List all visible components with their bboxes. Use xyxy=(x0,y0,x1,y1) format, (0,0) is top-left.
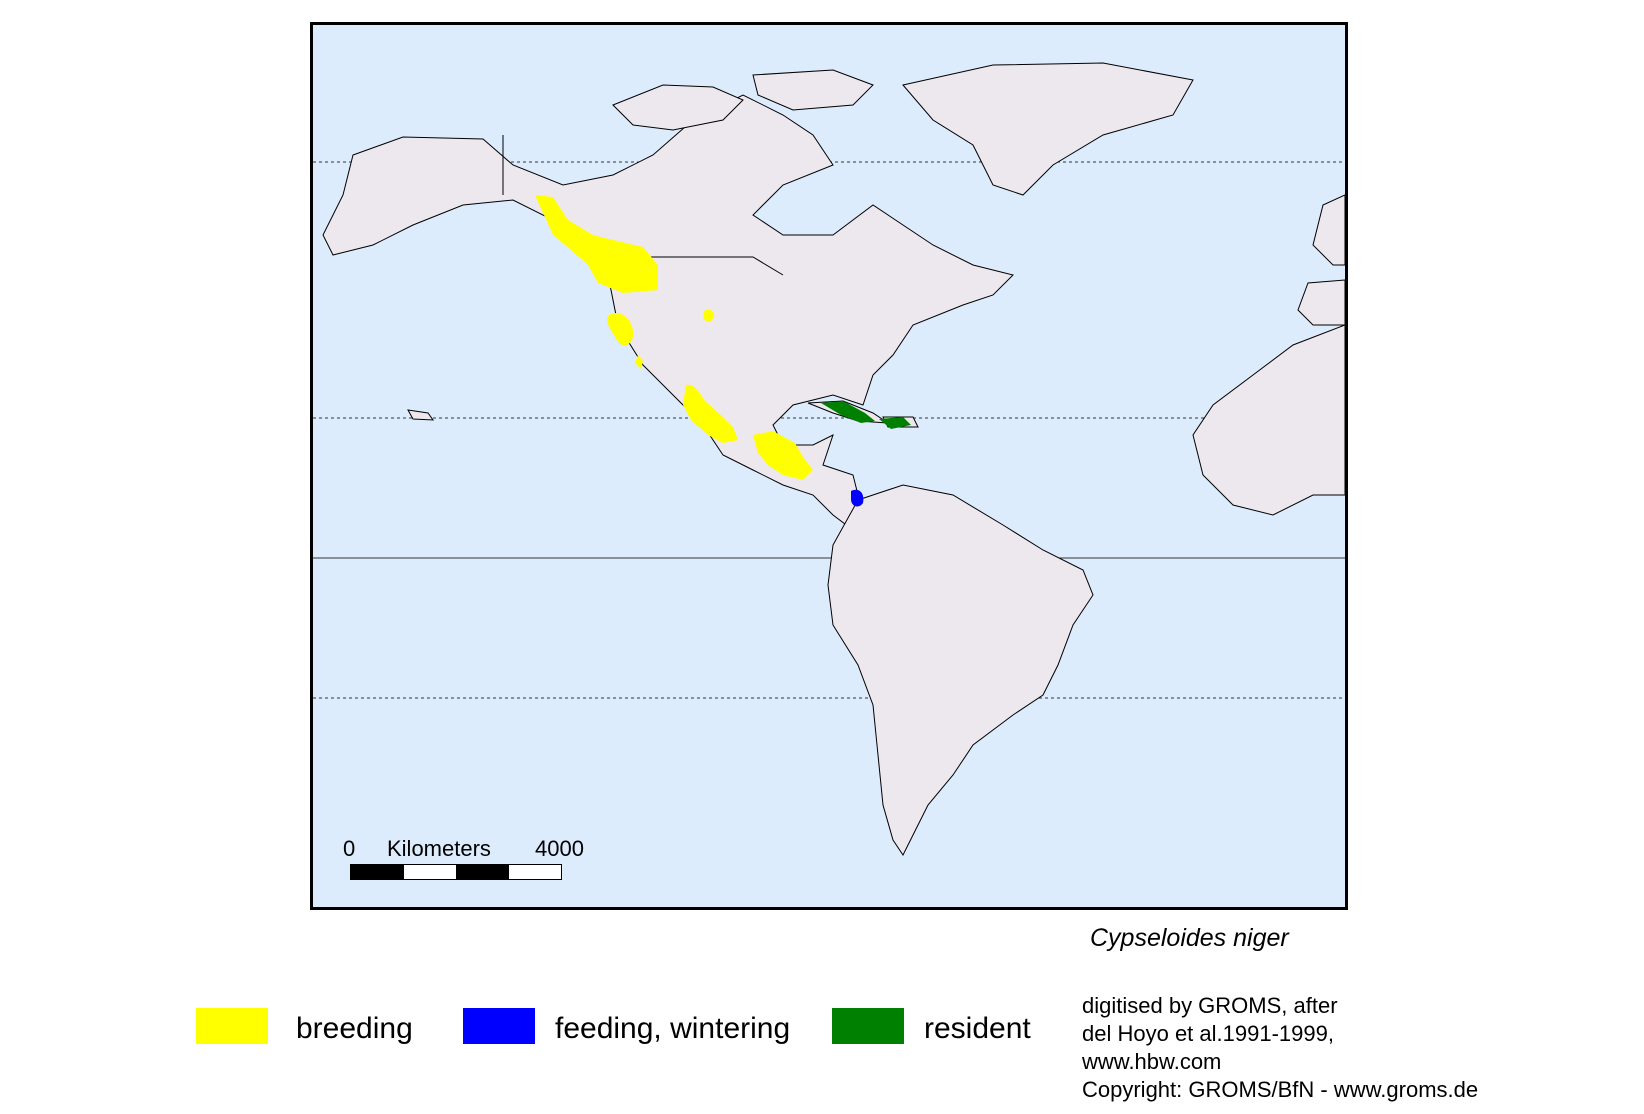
range-breeding xyxy=(753,431,813,480)
range-resident xyxy=(821,401,875,423)
range-breeding xyxy=(683,384,738,443)
greenland xyxy=(902,62,1194,196)
hawaii xyxy=(407,409,435,421)
landmasses xyxy=(322,62,1345,856)
scale-segment xyxy=(351,865,404,879)
legend-label-resident: resident xyxy=(924,1012,1031,1045)
scale-bar xyxy=(350,864,562,880)
species-name: Cypseloides niger xyxy=(1090,924,1289,952)
range-resident xyxy=(879,417,911,429)
range-breeding xyxy=(635,355,643,369)
legend-label-feeding-wintering: feeding, wintering xyxy=(555,1012,791,1045)
arctic-island-north xyxy=(752,69,874,111)
range-map xyxy=(310,22,1348,910)
range-breeding xyxy=(535,195,658,293)
legend-swatch-breeding xyxy=(196,1008,268,1044)
range-feeding-wintering xyxy=(851,489,864,507)
south-america xyxy=(827,484,1094,856)
scale-unit-label: Kilometers xyxy=(387,836,491,861)
legend-label-breeding: breeding xyxy=(296,1012,413,1045)
legend-swatch-resident xyxy=(832,1008,904,1044)
arctic-islands xyxy=(612,84,744,131)
range-breeding xyxy=(703,309,714,322)
credits-line: del Hoyo et al.1991-1999, xyxy=(1082,1021,1334,1046)
scale-segment xyxy=(508,865,561,879)
scale-segment xyxy=(456,865,509,879)
europe-edge xyxy=(1312,194,1345,266)
credits-line: Copyright: GROMS/BfN - www.groms.de xyxy=(1082,1077,1479,1102)
scale-end-label: 4000 xyxy=(535,836,584,861)
scale-segment xyxy=(403,865,456,879)
scale-start-label: 0 xyxy=(343,836,356,861)
range-breeding xyxy=(607,312,634,346)
range-areas xyxy=(535,195,911,507)
canada-us-border xyxy=(608,256,784,276)
north-america xyxy=(322,94,1014,536)
map-canvas xyxy=(313,62,1345,856)
iberia-edge xyxy=(1297,279,1345,326)
credits-block: digitised by GROMS, after del Hoyo et al… xyxy=(1082,992,1478,1104)
legend-swatch-feeding-wintering xyxy=(463,1008,535,1044)
africa-edge xyxy=(1192,324,1345,516)
credits-line: digitised by GROMS, after xyxy=(1082,993,1338,1018)
credits-line: www.hbw.com xyxy=(1082,1049,1222,1074)
borders xyxy=(502,135,784,276)
